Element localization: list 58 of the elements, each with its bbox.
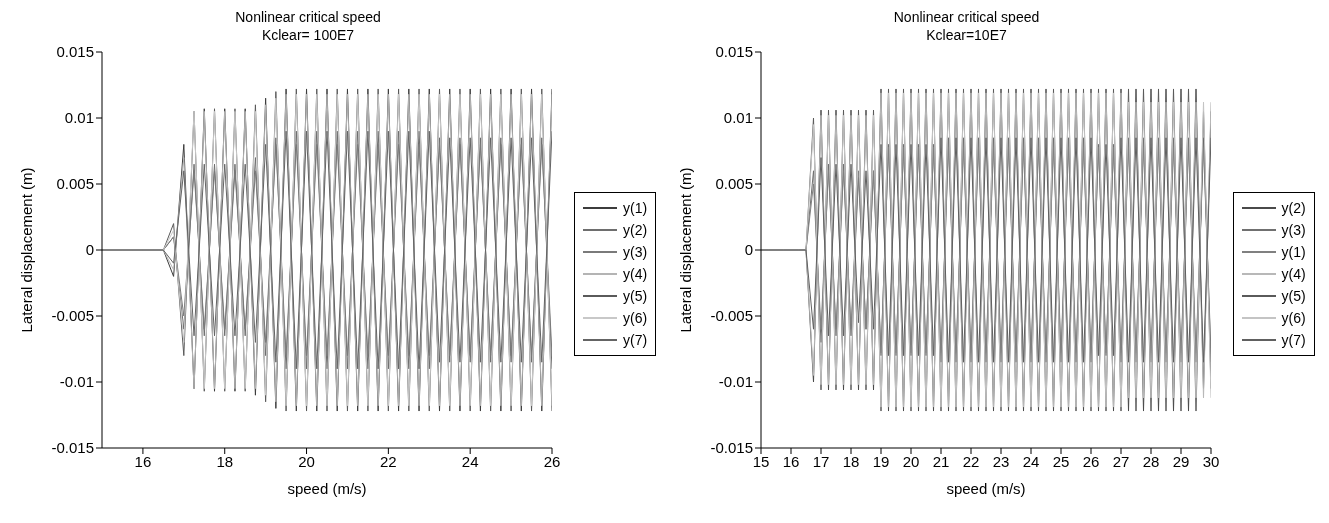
y-axis-title: Lateral displacement (m) xyxy=(676,167,694,333)
y-tick-label: 0.01 xyxy=(723,109,753,127)
legend-label: y(7) xyxy=(1281,331,1306,350)
y-tick-label: 0.015 xyxy=(714,43,753,61)
chart-title: Nonlinear critical speed xyxy=(892,8,1041,26)
legend-label: y(4) xyxy=(1281,265,1306,284)
x-tick-label: 26 xyxy=(543,452,561,470)
x-tick-label: 15 xyxy=(752,452,769,470)
x-tick-label: 22 xyxy=(380,452,397,470)
x-tick-label: 18 xyxy=(216,452,234,470)
x-tick-label: 29 xyxy=(1172,452,1189,470)
legend-label: y(1) xyxy=(1281,243,1306,262)
x-tick-label: 16 xyxy=(782,452,799,470)
x-tick-label: 17 xyxy=(812,452,829,470)
legend-label: y(2) xyxy=(1281,199,1306,218)
y-axis-title: Lateral displacement (m) xyxy=(18,167,36,333)
x-tick-label: 16 xyxy=(134,452,152,470)
y-tick-label: 0.015 xyxy=(56,43,94,61)
legend-label: y(6) xyxy=(1281,309,1306,328)
y-tick-label: -0.005 xyxy=(709,307,753,325)
x-axis-title: speed (m/s) xyxy=(287,480,367,497)
x-tick-label: 24 xyxy=(461,452,479,470)
legend-label: y(5) xyxy=(623,287,648,306)
y-tick-label: 0.005 xyxy=(56,175,94,193)
x-tick-label: 23 xyxy=(992,452,1009,470)
x-tick-label: 30 xyxy=(1202,452,1219,470)
x-tick-label: 27 xyxy=(1112,452,1129,470)
x-axis-title: speed (m/s) xyxy=(945,480,1026,497)
y-tick-label: -0.015 xyxy=(51,439,94,457)
y-tick-label: -0.01 xyxy=(718,373,753,391)
y-tick-label: 0 xyxy=(744,241,753,259)
legend-label: y(4) xyxy=(623,265,648,284)
legend-label: y(7) xyxy=(623,331,648,350)
chart-title: Nonlinear critical speed xyxy=(234,8,382,26)
x-tick-label: 20 xyxy=(902,452,919,470)
x-tick-label: 20 xyxy=(298,452,315,470)
y-tick-label: 0 xyxy=(85,241,94,259)
x-tick-label: 26 xyxy=(1082,452,1099,470)
x-tick-label: 19 xyxy=(872,452,889,470)
legend-label: y(1) xyxy=(623,199,648,218)
x-tick-label: 28 xyxy=(1142,452,1159,470)
chart-subtitle: Kclear= 100E7 xyxy=(260,26,356,44)
legend-label: y(2) xyxy=(623,221,648,240)
x-tick-label: 22 xyxy=(962,452,979,470)
legend-label: y(3) xyxy=(1281,221,1306,240)
x-tick-label: 25 xyxy=(1052,452,1069,470)
x-tick-label: 18 xyxy=(842,452,859,470)
y-tick-label: -0.015 xyxy=(709,439,753,457)
y-tick-label: 0.005 xyxy=(714,175,753,193)
y-tick-label: -0.01 xyxy=(59,373,94,391)
chart-subtitle: Kclear=10E7 xyxy=(925,26,1008,44)
legend-label: y(6) xyxy=(623,309,648,328)
y-tick-label: 0.01 xyxy=(64,109,94,127)
x-tick-label: 21 xyxy=(932,452,949,470)
legend-label: y(5) xyxy=(1281,287,1306,306)
legend-label: y(3) xyxy=(623,243,648,262)
y-tick-label: -0.005 xyxy=(51,307,94,325)
x-tick-label: 24 xyxy=(1022,452,1039,470)
